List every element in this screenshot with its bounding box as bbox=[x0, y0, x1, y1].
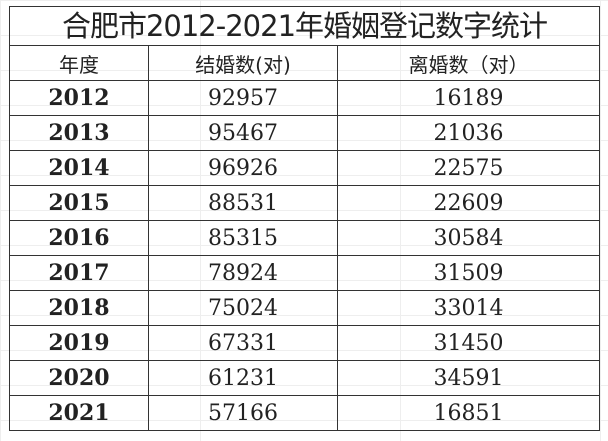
year-cell[interactable]: 2018 bbox=[9, 290, 149, 326]
table-row: 2018 75024 33014 bbox=[9, 290, 600, 326]
divorces-cell[interactable]: 16189 bbox=[337, 80, 600, 116]
marriages-cell[interactable]: 75024 bbox=[148, 290, 338, 326]
year-cell[interactable]: 2020 bbox=[9, 360, 149, 396]
marriages-cell[interactable]: 67331 bbox=[148, 325, 338, 361]
table-row: 2012 92957 16189 bbox=[9, 80, 600, 116]
marriages-cell[interactable]: 96926 bbox=[148, 150, 338, 186]
table-row: 2013 95467 21036 bbox=[9, 115, 600, 151]
marriages-cell[interactable]: 92957 bbox=[148, 80, 338, 116]
divorces-cell[interactable]: 16851 bbox=[337, 395, 600, 431]
divorces-cell[interactable]: 21036 bbox=[337, 115, 600, 151]
divorces-cell[interactable]: 34591 bbox=[337, 360, 600, 396]
year-cell[interactable]: 2021 bbox=[9, 395, 149, 431]
year-cell[interactable]: 2013 bbox=[9, 115, 149, 151]
table-row: 2016 85315 30584 bbox=[9, 220, 600, 256]
header-marriages[interactable]: 结婚数(对) bbox=[148, 45, 338, 81]
table-row: 2014 96926 22575 bbox=[9, 150, 600, 186]
year-cell[interactable]: 2016 bbox=[9, 220, 149, 256]
divorces-cell[interactable]: 30584 bbox=[337, 220, 600, 256]
marriage-statistics-table: 合肥市2012-2021年婚姻登记数字统计 年度 结婚数(对) 离婚数（对） 2… bbox=[9, 6, 600, 431]
table-row: 2015 88531 22609 bbox=[9, 185, 600, 221]
divorces-cell[interactable]: 22609 bbox=[337, 185, 600, 221]
table-title[interactable]: 合肥市2012-2021年婚姻登记数字统计 bbox=[9, 6, 600, 46]
marriages-cell[interactable]: 57166 bbox=[148, 395, 338, 431]
divorces-cell[interactable]: 31450 bbox=[337, 325, 600, 361]
marriages-cell[interactable]: 85315 bbox=[148, 220, 338, 256]
divorces-cell[interactable]: 22575 bbox=[337, 150, 600, 186]
year-cell[interactable]: 2017 bbox=[9, 255, 149, 291]
divorces-cell[interactable]: 31509 bbox=[337, 255, 600, 291]
header-year[interactable]: 年度 bbox=[9, 45, 149, 81]
table-row: 2020 61231 34591 bbox=[9, 360, 600, 396]
year-cell[interactable]: 2019 bbox=[9, 325, 149, 361]
marriages-cell[interactable]: 61231 bbox=[148, 360, 338, 396]
marriages-cell[interactable]: 78924 bbox=[148, 255, 338, 291]
marriages-cell[interactable]: 88531 bbox=[148, 185, 338, 221]
year-cell[interactable]: 2014 bbox=[9, 150, 149, 186]
divorces-cell[interactable]: 33014 bbox=[337, 290, 600, 326]
marriages-cell[interactable]: 95467 bbox=[148, 115, 338, 151]
table-row: 2021 57166 16851 bbox=[9, 395, 600, 431]
table-row: 2019 67331 31450 bbox=[9, 325, 600, 361]
header-divorces[interactable]: 离婚数（对） bbox=[337, 45, 600, 81]
year-cell[interactable]: 2015 bbox=[9, 185, 149, 221]
year-cell[interactable]: 2012 bbox=[9, 80, 149, 116]
table-row: 2017 78924 31509 bbox=[9, 255, 600, 291]
